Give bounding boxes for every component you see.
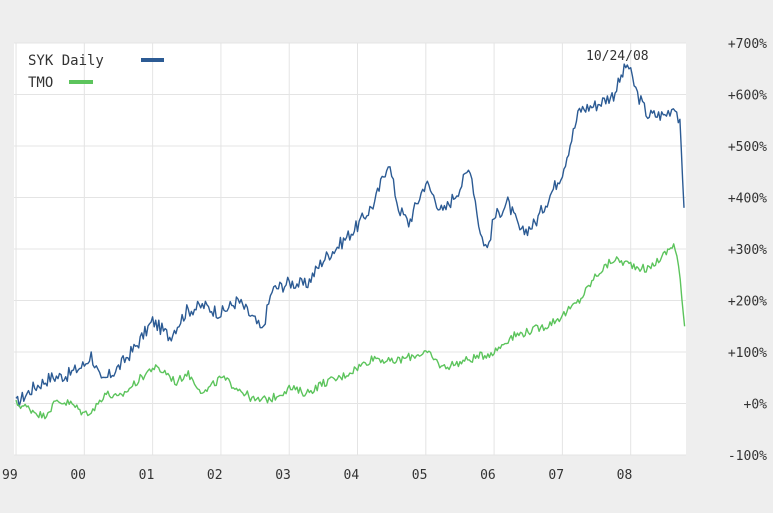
x-tick-label: 02 — [207, 468, 223, 483]
x-tick-label: 99 — [2, 468, 18, 483]
y-tick-label: +600% — [728, 89, 767, 104]
y-axis-labels: +700% +600% +500% +400% +300% +200% +100% +0% -1… — [728, 37, 767, 464]
x-tick-label: 06 — [480, 468, 496, 483]
y-tick-label: +100% — [728, 346, 767, 361]
x-tick-label: 07 — [548, 468, 564, 483]
series-line-0 — [15, 63, 685, 408]
x-tick-label: 04 — [344, 468, 360, 483]
horizontal-gridlines — [14, 42, 686, 456]
date-label: 10/24/08 — [586, 49, 649, 64]
y-tick-label: +300% — [728, 243, 767, 258]
y-tick-label: +200% — [728, 295, 767, 310]
x-tick-label: 08 — [617, 468, 633, 483]
legend: SYK Daily TMO — [28, 53, 164, 91]
x-tick-label: 03 — [275, 468, 291, 483]
y-tick-label: +700% — [728, 37, 767, 52]
legend-label-tmo: TMO — [28, 75, 53, 91]
y-tick-label: +0% — [744, 398, 768, 413]
x-tick-label: 05 — [412, 468, 428, 483]
legend-label-syk: SYK Daily — [28, 53, 104, 69]
series-lines — [15, 63, 686, 420]
y-tick-label: +400% — [728, 192, 767, 207]
x-tick-label: 01 — [139, 468, 155, 483]
x-axis-labels: 99 00 01 02 03 04 05 06 07 08 — [2, 468, 632, 483]
y-tick-label: +500% — [728, 140, 767, 155]
series-line-1 — [15, 243, 686, 420]
x-tick-label: 00 — [70, 468, 86, 483]
y-tick-label: -100% — [728, 449, 767, 464]
